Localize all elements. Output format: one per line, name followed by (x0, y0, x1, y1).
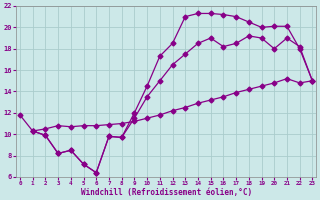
X-axis label: Windchill (Refroidissement éolien,°C): Windchill (Refroidissement éolien,°C) (81, 188, 252, 197)
